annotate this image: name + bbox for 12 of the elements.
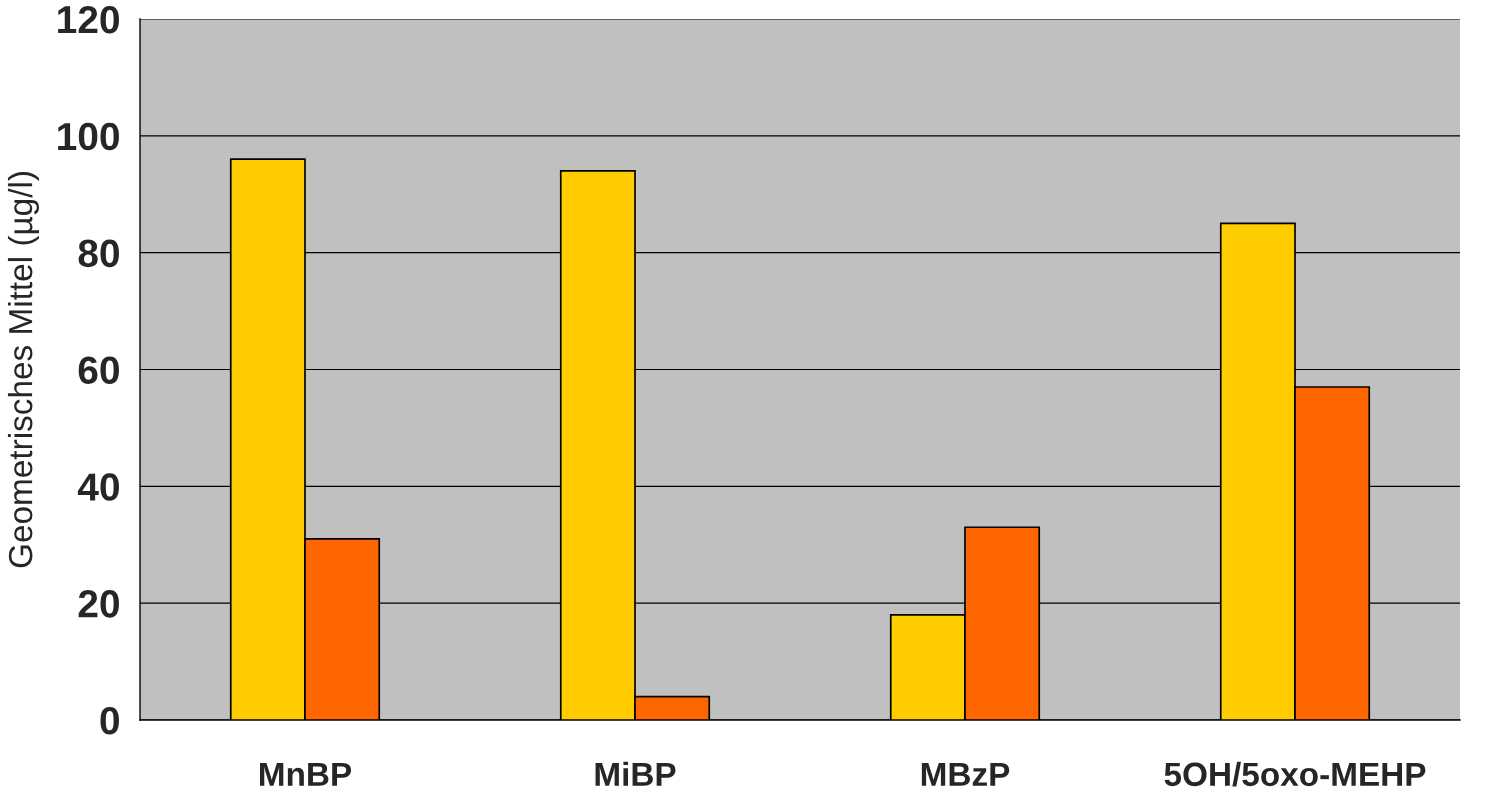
y-tick-label: 40 bbox=[77, 473, 119, 501]
x-tick-label: MiBP bbox=[595, 761, 676, 786]
y-tick-label: 0 bbox=[100, 706, 119, 735]
y-tick-label: 20 bbox=[78, 590, 119, 618]
y-tick-label: 100 bbox=[58, 122, 119, 151]
y-tick-label: 60 bbox=[78, 356, 119, 384]
x-tick-label: MnBP bbox=[260, 762, 352, 786]
y-axis-title: Geometrisches Mittel (µg/l) bbox=[7, 172, 40, 568]
y-tick-label: 120 bbox=[58, 5, 119, 34]
x-tick-label: 5OH/5oxo-MEHP bbox=[1164, 761, 1426, 787]
y-tick-label: 80 bbox=[78, 239, 119, 268]
x-tick-label: MBzP bbox=[921, 762, 1010, 786]
